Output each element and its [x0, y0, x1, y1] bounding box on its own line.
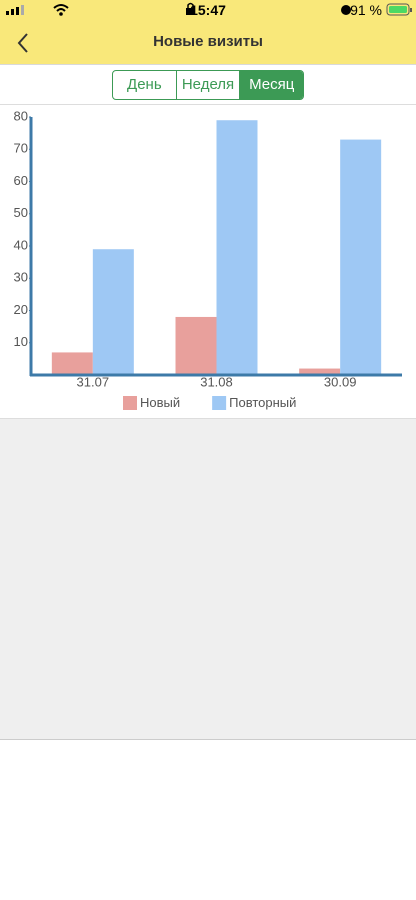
- y-tick-label: 60: [14, 173, 28, 188]
- bar: [175, 316, 217, 375]
- back-button[interactable]: [14, 31, 34, 55]
- y-tick-label: 40: [14, 237, 28, 252]
- y-tick-label: 50: [14, 205, 28, 220]
- y-tick-label: 20: [14, 302, 28, 317]
- tab[interactable]: Месяц: [239, 71, 303, 99]
- y-tick-label: 30: [14, 270, 28, 285]
- bar: [92, 249, 134, 375]
- chart: 10 20 30 40 50 60 70 80 31.07 31.08 30.09 Новый Повт…: [14, 108, 402, 410]
- empty-panel: [0, 418, 416, 740]
- x-tick-label: 30.09: [324, 374, 357, 389]
- bar: [216, 120, 258, 375]
- legend-swatch: [212, 396, 227, 410]
- bar: [51, 352, 93, 375]
- period-tabs: День Неделя Месяц: [112, 70, 304, 100]
- y-tick-label: 80: [14, 108, 28, 123]
- x-tick-label: 31.08: [200, 374, 233, 389]
- legend-swatch: [123, 396, 137, 410]
- bar: [340, 139, 382, 375]
- header: 15:47 91 % Новые визиты: [0, 0, 416, 65]
- status-bar: 15:47 91 %: [0, 0, 416, 20]
- x-tick-label: 31.07: [77, 374, 110, 389]
- tab[interactable]: День: [127, 76, 162, 93]
- page-title: Новые визиты: [153, 33, 263, 50]
- legend-label: Повторный: [229, 395, 296, 410]
- y-tick-label: 10: [14, 334, 28, 349]
- divider: [0, 104, 416, 105]
- bar: [299, 368, 341, 375]
- status-icons: [6, 2, 412, 16]
- tab[interactable]: Неделя: [175, 71, 240, 99]
- battery: 91 %: [350, 2, 382, 18]
- y-tick-label: 70: [14, 141, 28, 156]
- time: 15:47: [190, 2, 226, 18]
- legend-label: Новый: [140, 395, 180, 410]
